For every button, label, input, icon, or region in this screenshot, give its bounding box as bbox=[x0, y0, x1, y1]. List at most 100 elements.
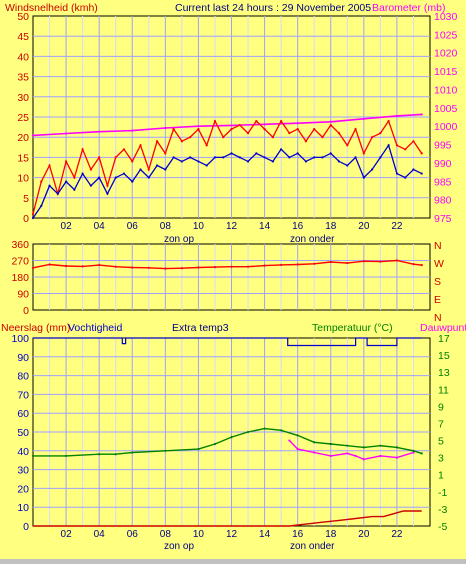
p3-x-tick-label: 04 bbox=[94, 529, 106, 540]
dir-label-n-top: N bbox=[434, 240, 442, 252]
temperature-point bbox=[296, 434, 299, 437]
wind-average-point bbox=[31, 216, 35, 220]
wind-average-point bbox=[271, 160, 274, 163]
wind-speed-point bbox=[139, 144, 142, 147]
p2-left-tick-label: 360 bbox=[11, 239, 29, 251]
wind-direction-point bbox=[180, 267, 183, 270]
p3-x-tick-label: 08 bbox=[160, 529, 172, 540]
p1-left-tick-label: 5 bbox=[23, 193, 29, 205]
wind-average-point bbox=[139, 168, 142, 171]
wind-average-point bbox=[213, 156, 217, 159]
wind-average-point bbox=[395, 172, 399, 175]
temperature-point bbox=[329, 442, 332, 446]
wind-direction-point bbox=[114, 265, 117, 268]
wind-speed-point bbox=[98, 156, 101, 159]
barometer-point bbox=[98, 130, 101, 133]
wind-average-point bbox=[246, 160, 250, 163]
wind-speed-point bbox=[197, 128, 200, 131]
wind-average-point bbox=[73, 188, 76, 191]
chart-title: Current last 24 hours : 29 November 2005 bbox=[175, 2, 371, 14]
temperature-point bbox=[114, 453, 117, 456]
p3-temp-tick-label: 3 bbox=[438, 453, 444, 465]
p3-temp-tick-label: 9 bbox=[438, 401, 444, 413]
temperature-point bbox=[131, 451, 134, 454]
temperature-point bbox=[31, 454, 35, 458]
wind-direction-point bbox=[329, 260, 332, 264]
wind-speed-line bbox=[32, 119, 423, 215]
wind-average-point bbox=[114, 176, 117, 179]
humidity-line bbox=[33, 337, 422, 347]
wind-direction-point bbox=[395, 259, 399, 262]
rain-label: Neerslag (mm) bbox=[1, 322, 70, 334]
p3-x-tick-label: 10 bbox=[193, 529, 205, 540]
wind-average-point bbox=[304, 160, 308, 163]
wind-direction-point bbox=[346, 261, 349, 265]
dir-label-s: S bbox=[434, 276, 441, 288]
wind-speed-point bbox=[346, 144, 349, 147]
extra-temp-label: Extra temp3 bbox=[172, 322, 229, 334]
p3-x-tick-label: 12 bbox=[226, 529, 238, 540]
dewpoint-point bbox=[346, 452, 349, 455]
p1-left-tick-label: 15 bbox=[17, 152, 29, 164]
p1-x-tick-label: 04 bbox=[94, 221, 106, 232]
wind-speed-point bbox=[337, 132, 341, 135]
p1-left-tick-label: 25 bbox=[17, 112, 29, 124]
dewpoint-point bbox=[362, 458, 365, 461]
dir-label-e: E bbox=[434, 294, 441, 306]
p1-right-tick-label: 995 bbox=[434, 140, 452, 152]
p1-right-tick-label: 1025 bbox=[434, 29, 458, 41]
wind-speed-point bbox=[164, 152, 167, 155]
p3-temp-tick-label: 15 bbox=[438, 350, 450, 362]
wind-speed-point bbox=[420, 152, 423, 155]
wind-speed-point bbox=[288, 132, 291, 135]
p3-humidity-tick-label: 50 bbox=[17, 427, 29, 439]
p1-right-tick-label: 1010 bbox=[434, 84, 458, 96]
wind-direction-point bbox=[197, 266, 200, 269]
wind-average-point bbox=[337, 160, 341, 163]
p1-left-tick-label: 0 bbox=[23, 213, 29, 225]
p1-x-tick-label: 06 bbox=[127, 221, 139, 232]
wind-direction-point bbox=[64, 264, 68, 268]
wind-speed-point bbox=[89, 168, 92, 171]
wind-speed-point bbox=[73, 176, 76, 179]
wind-speed-point bbox=[304, 140, 308, 143]
wind-speed-point bbox=[379, 132, 382, 135]
wind-speed-point bbox=[296, 128, 299, 131]
p1-left-tick-label: 40 bbox=[17, 51, 29, 63]
wind-direction-panel: 0 90 180 270 360 bbox=[11, 239, 431, 317]
wind-speed-point bbox=[180, 140, 183, 143]
wind-average-point bbox=[255, 152, 258, 155]
dewpoint-point bbox=[313, 451, 316, 454]
wind-average-point bbox=[172, 156, 175, 159]
wind-direction-point bbox=[280, 263, 283, 266]
barometer-point bbox=[230, 124, 233, 127]
p3-temp-tick-label: 1 bbox=[438, 470, 444, 482]
wind-average-point bbox=[404, 176, 407, 179]
temperature-point bbox=[164, 449, 167, 452]
wind-average-point bbox=[64, 180, 68, 183]
wind-direction-point bbox=[213, 266, 217, 269]
p1-left-tick-label: 45 bbox=[17, 31, 29, 43]
wind-speed-point bbox=[230, 128, 233, 131]
barometer-point bbox=[329, 120, 332, 123]
wind-speed-point bbox=[114, 156, 117, 159]
wind-speed-point bbox=[263, 128, 266, 131]
p3-x-tick-label: 02 bbox=[61, 529, 73, 540]
wind-average-point bbox=[280, 148, 283, 151]
wind-direction-point bbox=[81, 265, 84, 268]
p3-humidity-tick-label: 90 bbox=[17, 352, 29, 364]
wind-average-point bbox=[329, 152, 332, 155]
dewpoint-point bbox=[395, 456, 399, 459]
p3-temp-tick-label: -5 bbox=[438, 521, 447, 533]
wind-direction-point bbox=[31, 266, 35, 269]
p3-temp-tick-label: 7 bbox=[438, 418, 444, 430]
p3-x-tick-label: 14 bbox=[259, 529, 271, 540]
temperature-point bbox=[213, 442, 217, 446]
barometer-point bbox=[263, 123, 266, 126]
p1-left-tick-label: 50 bbox=[17, 11, 29, 23]
wind-speed-point bbox=[172, 128, 175, 131]
p3-temp-tick-label: 13 bbox=[438, 367, 450, 379]
wind-speed-point bbox=[280, 119, 283, 123]
sunset-label-2: zon onder bbox=[290, 541, 335, 552]
wind-direction-point bbox=[296, 263, 299, 266]
